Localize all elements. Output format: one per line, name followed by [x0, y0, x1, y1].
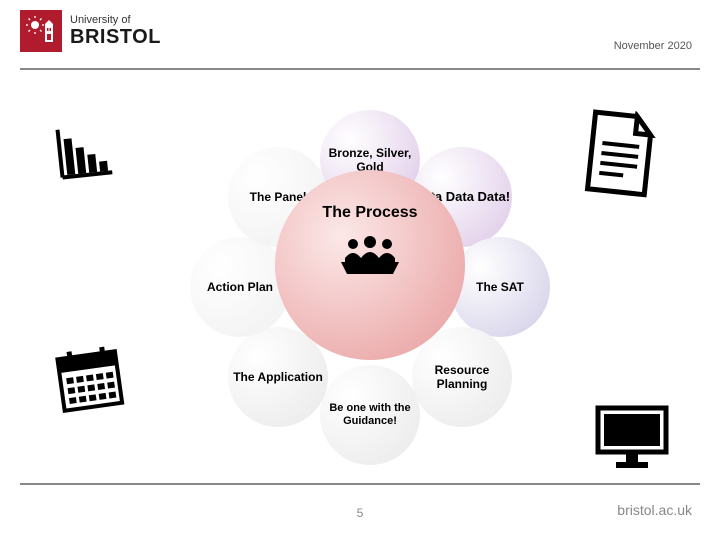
logo-mark: [20, 10, 62, 52]
petal-label: Be one with the Guidance!: [320, 402, 420, 428]
header-date: November 2020: [614, 40, 692, 52]
footer-url: bristol.ac.uk: [617, 502, 692, 518]
sun-tower-icon: [26, 16, 56, 46]
monitor-icon: [590, 400, 675, 480]
slide-header: University of BRISTOL November 2020: [0, 0, 720, 70]
logo: University of BRISTOL: [20, 10, 700, 52]
process-diagram: Bronze, Silver, Gold Data Data Data! The…: [0, 75, 720, 465]
logo-text: University of BRISTOL: [70, 14, 161, 48]
center-circle: The Process: [275, 170, 465, 360]
page-number: 5: [0, 506, 720, 520]
petal-label: Resource Planning: [412, 363, 512, 392]
petal-label: The SAT: [476, 280, 524, 294]
bar-chart-icon: [50, 117, 120, 192]
petal-guidance: Be one with the Guidance!: [320, 365, 420, 465]
header-rule: [20, 68, 700, 70]
petal-sat: The SAT: [450, 237, 550, 337]
footer-rule: [20, 483, 700, 485]
document-icon: [578, 106, 663, 208]
calendar-icon: [50, 340, 130, 424]
logo-bristol-line: BRISTOL: [70, 26, 161, 48]
petal-label: The Application: [233, 370, 323, 384]
petal-application: The Application: [228, 327, 328, 427]
petal-label: Action Plan: [207, 280, 273, 294]
meeting-icon: [339, 234, 401, 286]
center-label: The Process: [322, 203, 417, 222]
logo-university-line: University of: [70, 14, 161, 26]
petal-resource-planning: Resource Planning: [412, 327, 512, 427]
